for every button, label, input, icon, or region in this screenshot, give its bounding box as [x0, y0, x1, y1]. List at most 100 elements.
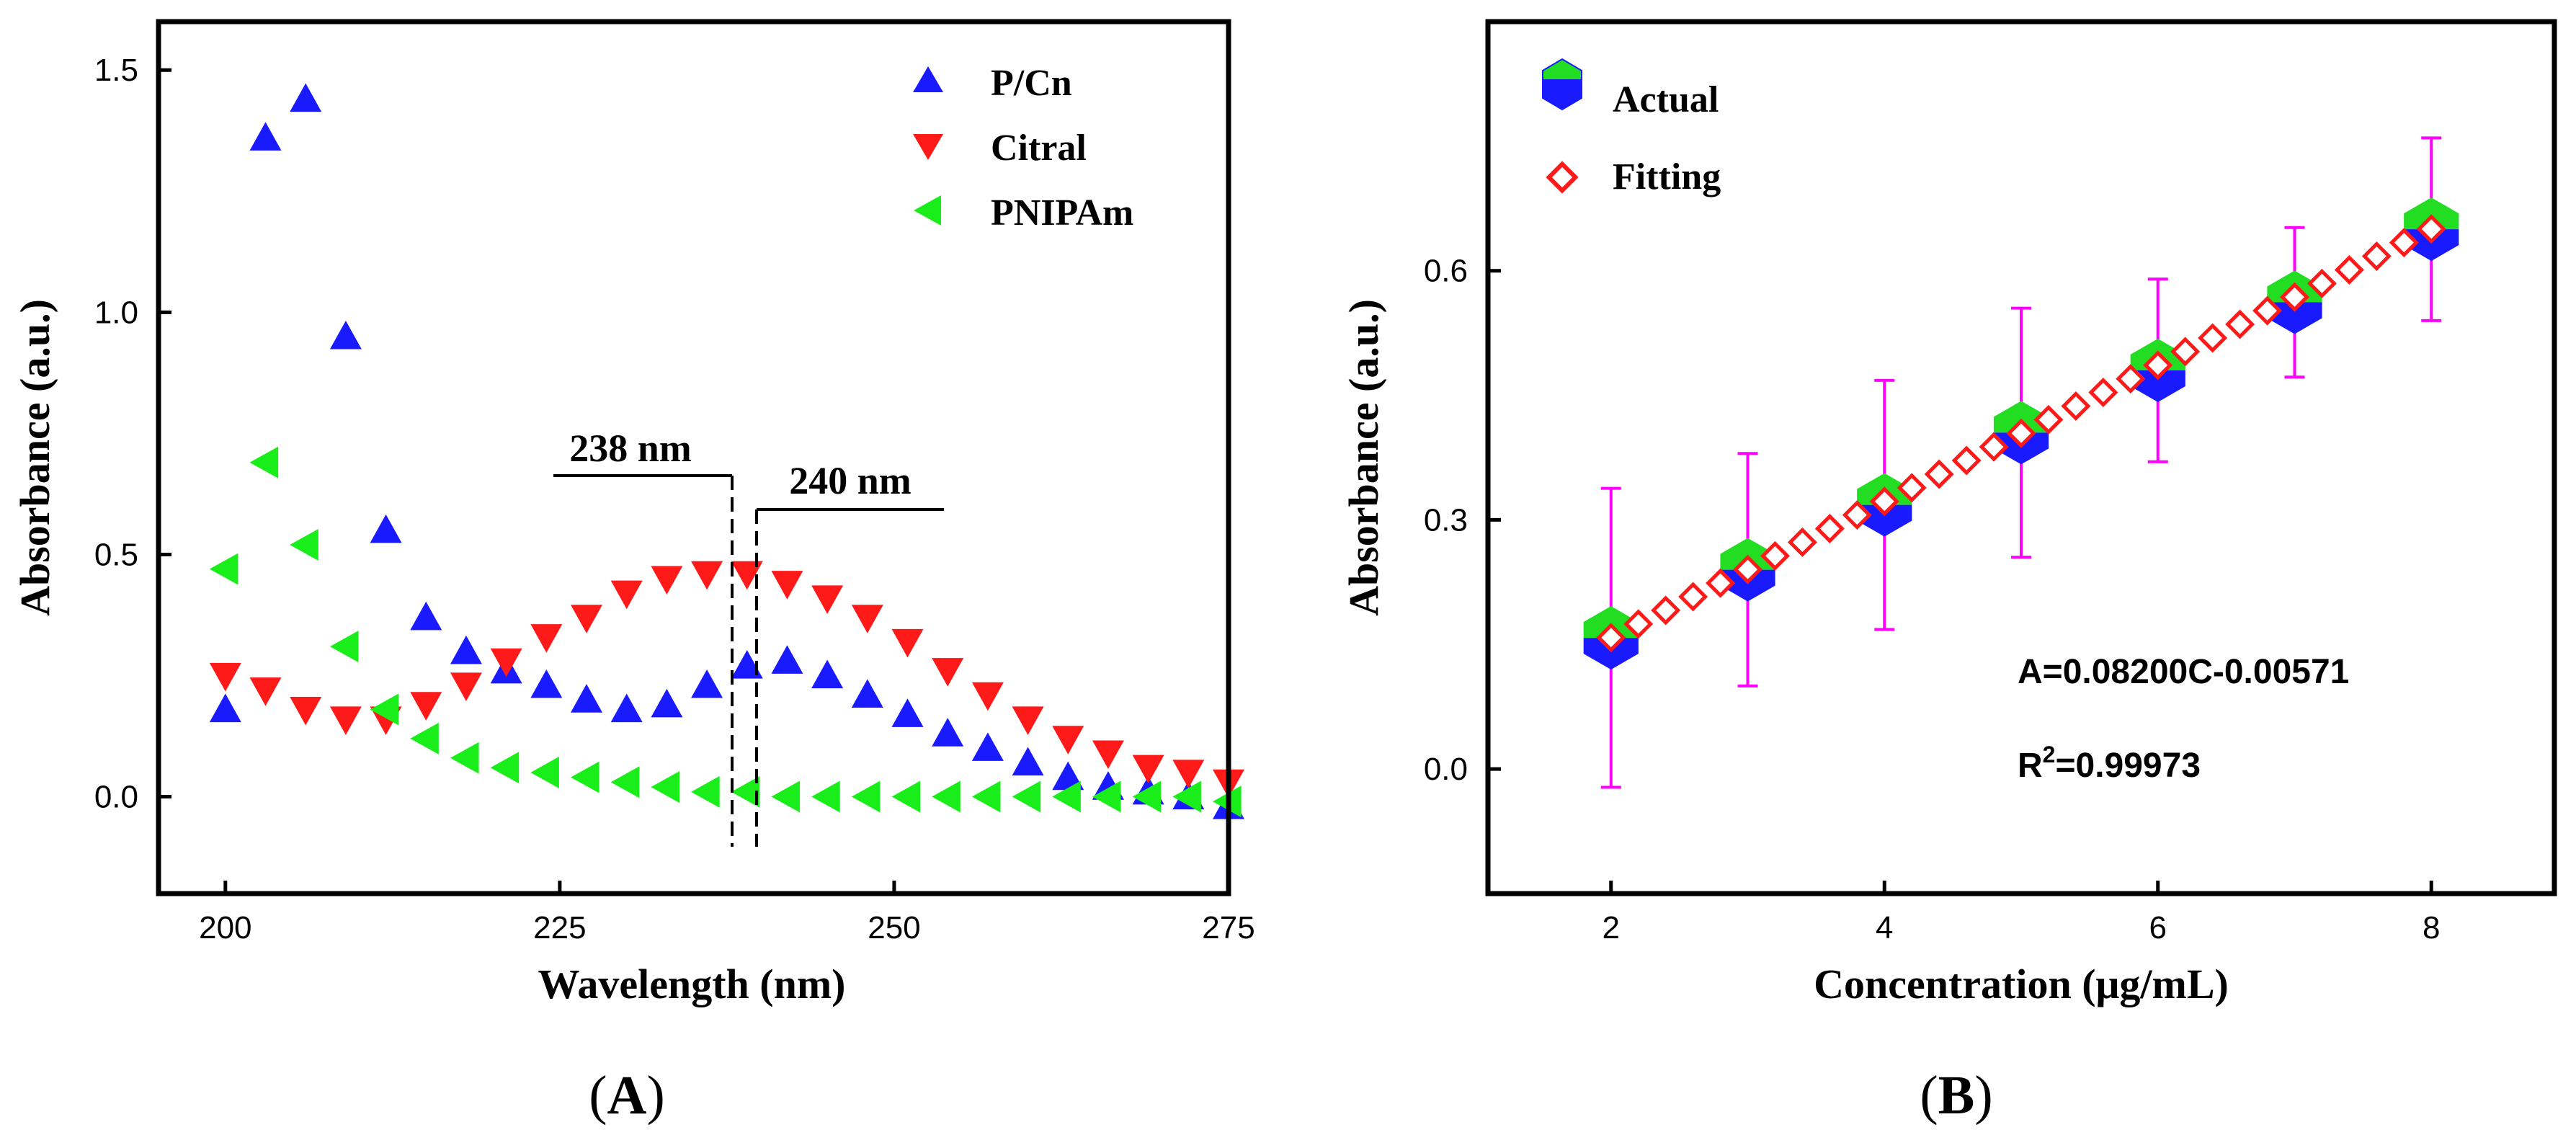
panel-a-annotations: 238 nm 240 nm: [553, 427, 944, 847]
panel-b-plot-frame: [1485, 19, 2557, 896]
a-pnipam-point-1: [249, 446, 279, 479]
b-fitting-point-2: [1651, 595, 1681, 626]
a-citral-point-23: [1132, 755, 1164, 784]
a-y-tick-label-2: 1.0: [94, 295, 138, 330]
a-x-tick-label-0: 200: [199, 910, 251, 945]
panel-b-x-axis-title: Concentration (μg/mL): [1814, 961, 2229, 1007]
a-citral-point-14: [771, 571, 803, 600]
a-p-cn-point-4: [370, 514, 402, 543]
a-p-cn-point-16: [851, 679, 883, 708]
a-citral-point-9: [571, 605, 602, 633]
b-x-tick-label-1: 4: [1876, 910, 1893, 945]
a-p-cn-point-0: [209, 693, 241, 723]
a-p-cn-point-18: [932, 718, 964, 747]
b-fitting-point-26: [2307, 268, 2337, 298]
a-pnipam-point-13: [731, 775, 760, 808]
r2-superscript: 2: [2043, 742, 2056, 767]
b-fitting-point-15: [2006, 418, 2036, 448]
a-citral-point-10: [610, 580, 643, 610]
a-p-cn-point-12: [691, 669, 723, 698]
legend-marker-fitting: [1546, 161, 1579, 194]
panel-a-marks: [209, 83, 1244, 819]
r2-prefix: R: [2018, 747, 2043, 785]
a-pnipam-point-21: [1052, 780, 1081, 813]
a-p-cn-point-6: [450, 635, 482, 664]
a-pnipam-point-11: [651, 771, 679, 804]
a-p-cn-point-21: [1052, 761, 1084, 791]
a-pnipam-point-12: [691, 775, 720, 808]
b-fitting-point-30: [2416, 214, 2446, 244]
panel-a-plot-frame: [156, 19, 1231, 896]
b-actual-point-1: [1720, 538, 1775, 602]
b-fitting-point-9: [1842, 500, 1872, 530]
a-pnipam-point-17: [891, 780, 921, 813]
r2-value: =0.99973: [2055, 747, 2201, 785]
a-pnipam-point-4: [370, 693, 399, 726]
a-citral-point-16: [851, 605, 883, 633]
b-fitting-point-18: [2088, 378, 2118, 408]
panel-b: 2 4 6 8 0.0 0.3 0.6 Actual Fitting A=0.08200C-…: [1340, 19, 2557, 1126]
a-pnipam-point-5: [410, 722, 439, 755]
a-pnipam-point-14: [771, 780, 801, 813]
a-citral-point-2: [290, 696, 322, 726]
a-p-cn-point-3: [329, 320, 362, 350]
a-p-cn-point-17: [891, 698, 924, 727]
legend-marker-actual: [1542, 58, 1582, 111]
b-fitting-point-21: [2170, 337, 2201, 367]
a-citral-point-13: [731, 561, 763, 590]
a-p-cn-point-9: [571, 684, 602, 713]
a-citral-point-0: [209, 662, 241, 692]
a-x-tick-label-3: 275: [1202, 910, 1254, 945]
legend-marker-pnipam: [914, 195, 941, 226]
panel-b-actual-markers: [1583, 197, 2459, 670]
b-fitting-point-16: [2033, 404, 2064, 435]
b-fitting-point-1: [1623, 609, 1654, 639]
a-pnipam-point-3: [329, 631, 359, 663]
a-pnipam-point-6: [450, 742, 479, 774]
a-pnipam-point-23: [1132, 780, 1162, 813]
b-fitting-point-6: [1760, 540, 1790, 571]
b-fitting-point-8: [1814, 514, 1845, 544]
b-fitting-point-0: [1596, 623, 1626, 653]
a-citral-point-20: [1012, 706, 1044, 735]
b-fitting-point-22: [2198, 323, 2228, 353]
a-citral-point-7: [490, 648, 522, 677]
b-actual-point-6: [2404, 197, 2459, 262]
a-citral-point-8: [530, 624, 563, 653]
b-fitting-point-14: [1979, 432, 2009, 462]
b-fitting-point-23: [2225, 309, 2255, 339]
legend-label-pnipam: PNIPAm: [991, 192, 1133, 233]
b-fitting-point-19: [2116, 364, 2146, 394]
a-pnipam-point-10: [610, 766, 640, 798]
b-actual-point-0: [1583, 606, 1639, 670]
b-fitting-point-28: [2361, 241, 2392, 272]
a-pnipam-point-15: [811, 780, 840, 813]
a-citral-point-22: [1092, 740, 1124, 770]
a-p-cn-point-11: [651, 688, 683, 718]
b-x-tick-label-0: 2: [1603, 910, 1620, 945]
panel-b-y-axis-title: Absorbance (a.u.): [1340, 299, 1387, 616]
b-y-tick-label-1: 0.3: [1424, 502, 1468, 538]
a-p-cn-point-20: [1012, 747, 1044, 776]
a-citral-point-17: [891, 628, 924, 658]
a-pnipam-point-24: [1172, 780, 1201, 813]
b-fitting-point-29: [2389, 228, 2419, 258]
b-fitting-point-27: [2334, 254, 2364, 285]
a-pnipam-point-0: [209, 553, 239, 585]
b-fitting-point-4: [1706, 568, 1736, 598]
a-citral-point-21: [1052, 726, 1084, 755]
legend-label-actual: Actual: [1613, 79, 1719, 120]
annotation-240-label: 240 nm: [789, 459, 912, 502]
panel-b-legend: Actual Fitting: [1542, 58, 1721, 197]
a-citral-point-3: [329, 706, 362, 735]
legend-marker-citral: [913, 134, 943, 160]
a-p-cn-point-2: [290, 83, 322, 112]
a-citral-point-19: [971, 682, 1004, 711]
b-fitting-point-11: [1897, 473, 1927, 503]
panel-b-equation: A=0.08200C-0.00571: [2018, 653, 2349, 691]
legend-label-citral: Citral: [991, 128, 1087, 169]
a-x-tick-label-1: 225: [533, 910, 586, 945]
b-fitting-point-10: [1869, 486, 1899, 517]
panel-b-fitting-markers: [1596, 214, 2446, 653]
